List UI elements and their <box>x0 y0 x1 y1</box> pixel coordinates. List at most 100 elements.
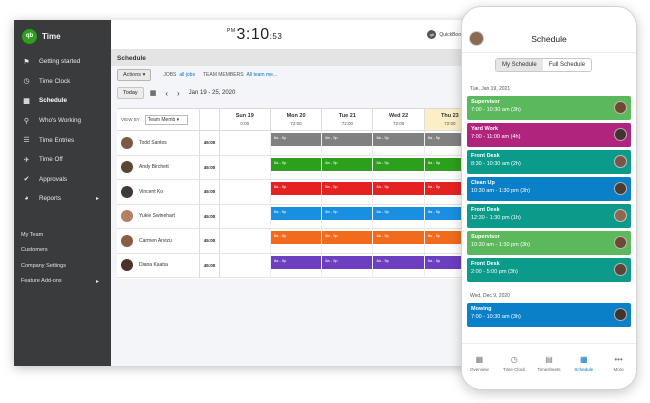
view-by-label: VIEW BY <box>121 117 140 122</box>
sidebar-item-time-off[interactable]: ✈ Time Off <box>14 150 111 170</box>
tab-timesheets[interactable]: ▤ Timesheets <box>532 344 567 389</box>
day-name: Tue 21 <box>338 113 356 119</box>
schedule-cell[interactable]: 8a - 5p <box>322 204 374 228</box>
schedule-cell[interactable]: 8a - 5p <box>322 180 374 204</box>
day-hours: 72:00 <box>444 121 456 126</box>
sidebar-item-customers[interactable]: Customers <box>21 247 48 253</box>
shift-block[interactable]: 8a - 5p <box>373 231 424 244</box>
sidebar-item-label: Schedule <box>39 97 67 105</box>
schedule-cell[interactable] <box>220 229 271 253</box>
team-members-label: TEAM MEMBERS <box>202 72 244 78</box>
day-column-header: Mon 20 72:00 <box>271 109 323 130</box>
shift-block[interactable]: 8a - 5p <box>322 157 373 171</box>
shift-block[interactable]: 8a - 5p <box>270 255 322 269</box>
shift-block[interactable]: 8a - 5p <box>322 231 373 244</box>
employee-cell[interactable]: Carmen Arvizu <box>117 229 201 253</box>
tab-my-schedule[interactable]: My Schedule <box>496 59 543 71</box>
calendar-icon[interactable]: ▦ <box>149 90 157 97</box>
schedule-cell[interactable]: 8a - 5p <box>373 204 425 228</box>
shift-block[interactable]: 8a - 5p <box>373 255 424 269</box>
employee-cell[interactable]: Vincent Ko <box>117 180 201 204</box>
sidebar-item-whos-working[interactable]: ⚲ Who's Working <box>14 111 111 131</box>
shift-card[interactable]: Mowing 7:00 - 10:30 am (3h) <box>467 303 631 327</box>
sidebar-item-getting-started[interactable]: ⚑ Getting started <box>14 52 111 72</box>
chevron-left-icon[interactable]: ‹ <box>165 88 168 98</box>
schedule-cell[interactable]: 8a - 5p <box>322 155 374 179</box>
shift-block[interactable]: 8a - 5p <box>270 231 322 244</box>
shift-block[interactable]: 8a - 5p <box>373 157 424 171</box>
shift-block[interactable]: 8a - 5p <box>270 157 322 171</box>
schedule-cell[interactable] <box>220 180 271 204</box>
schedule-cell[interactable]: 8a - 5p <box>373 253 425 277</box>
avatar <box>614 263 627 276</box>
shift-card[interactable]: Supervisor 10:30 am - 1:30 pm (3h) <box>467 231 631 255</box>
shift-block[interactable]: 8a - 5p <box>270 206 322 220</box>
avatar[interactable] <box>469 31 484 46</box>
shift-block[interactable]: 8a - 5p <box>373 206 424 220</box>
shift-block[interactable]: 8a - 5p <box>322 255 373 269</box>
actions-button[interactable]: Actions ▾ <box>117 69 152 81</box>
shift-card[interactable]: Front Desk 2:00 - 5:00 pm (3h) <box>467 258 631 282</box>
tab-more[interactable]: ••• More <box>601 344 636 389</box>
avatar <box>121 234 133 247</box>
employee-cell[interactable]: Andy Birchett <box>117 155 201 179</box>
shift-block[interactable]: 8a - 5p <box>270 133 322 146</box>
schedule-cell[interactable]: 8a - 5p <box>373 180 425 204</box>
shift-card[interactable]: Front Desk 8:30 - 10:30 am (2h) <box>467 150 631 174</box>
shift-card[interactable]: Supervisor 7:00 - 10:30 am (3h) <box>467 96 631 120</box>
table-row: Yukie Swinehart 45:00 8a - 5p 8a - 5p 8a - 5… <box>117 204 476 229</box>
schedule-cell[interactable]: 8a - 5p <box>322 253 374 277</box>
shift-block[interactable]: 8a - 5p <box>322 182 373 195</box>
schedule-cell[interactable]: 8a - 5p <box>270 253 323 277</box>
jobs-filter-link[interactable]: all jobs <box>179 72 195 78</box>
sidebar-item-label: Approvals <box>39 175 68 183</box>
schedule-cell[interactable]: 8a - 5p <box>270 204 323 228</box>
schedule-cell[interactable]: 8a - 5p <box>373 131 425 155</box>
shift-block[interactable]: 8a - 5p <box>322 133 373 146</box>
sidebar-item-company-settings[interactable]: Company Settings <box>21 262 66 269</box>
schedule-cell[interactable]: 8a - 5p <box>373 229 425 253</box>
sidebar-item-approvals[interactable]: ✔ Approvals <box>14 170 111 190</box>
schedule-cell[interactable]: 8a - 5p <box>270 229 323 253</box>
sidebar-item-my-team[interactable]: My Team <box>21 231 44 238</box>
schedule-grid-rows: Todd Santos 45:00 8a - 5p 8a - 5p 8a - 5p 8a … <box>117 131 476 278</box>
shift-block[interactable]: 8a - 5p <box>270 182 322 195</box>
schedule-cell[interactable] <box>220 131 271 155</box>
schedule-cell[interactable] <box>220 204 271 228</box>
chevron-right-icon[interactable]: › <box>176 88 180 98</box>
schedule-cell[interactable]: 8a - 5p <box>322 229 374 253</box>
shift-block[interactable]: 8a - 5p <box>373 182 424 195</box>
tab-schedule[interactable]: ▦ Schedule <box>566 344 601 389</box>
employee-cell[interactable]: Diana Kaaha <box>117 253 201 277</box>
day-hours: 72:00 <box>290 121 302 126</box>
sidebar-item-reports[interactable]: ◕ Reports ▸ <box>14 189 111 209</box>
today-button[interactable]: Today <box>117 87 144 99</box>
tab-time-clock[interactable]: ◷ Time Clock <box>497 344 532 389</box>
shift-card[interactable]: Yard Work 7:00 - 11:00 am (4h) <box>467 123 631 147</box>
sidebar-item-time-entries[interactable]: ☰ Time Entries <box>14 130 111 150</box>
employee-cell[interactable]: Todd Santos <box>117 131 201 155</box>
sidebar-item-schedule[interactable]: ▦ Schedule <box>14 91 111 111</box>
employee-hours: 45:00 <box>200 204 220 228</box>
schedule-cell[interactable] <box>220 253 271 277</box>
tab-full-schedule[interactable]: Full Schedule <box>542 59 592 71</box>
schedule-cell[interactable]: 8a - 5p <box>270 180 323 204</box>
team-members-filter-link[interactable]: All team me... <box>246 72 278 78</box>
sidebar-item-time-clock[interactable]: ◷ Time Clock <box>14 72 111 92</box>
sidebar-item-feature-add-ons[interactable]: Feature Add-ons ▸ <box>14 273 111 289</box>
schedule-cell[interactable] <box>220 155 271 179</box>
schedule-cell[interactable]: 8a - 5p <box>373 155 425 179</box>
shift-title: Supervisor <box>471 234 500 240</box>
schedule-cell[interactable]: 8a - 5p <box>270 131 323 155</box>
shift-card[interactable]: Clean Up 10:30 am - 1:30 pm (3h) <box>467 177 631 201</box>
tab-overview[interactable]: ▦ Overview <box>462 344 497 389</box>
shift-block[interactable]: 8a - 5p <box>322 206 373 220</box>
quickbooks-link[interactable]: qb QuickBooks <box>427 30 466 39</box>
employee-cell[interactable]: Yukie Swinehart <box>117 204 201 228</box>
schedule-cell[interactable]: 8a - 5p <box>270 155 323 179</box>
view-by-select[interactable]: Team Memb ▾ <box>144 114 188 125</box>
shift-card[interactable]: Front Desk 12:30 - 1:30 pm (1h) <box>467 204 631 228</box>
employee-name: Vincent Ko <box>139 188 164 195</box>
shift-block[interactable]: 8a - 5p <box>373 133 424 146</box>
schedule-cell[interactable]: 8a - 5p <box>322 131 374 155</box>
